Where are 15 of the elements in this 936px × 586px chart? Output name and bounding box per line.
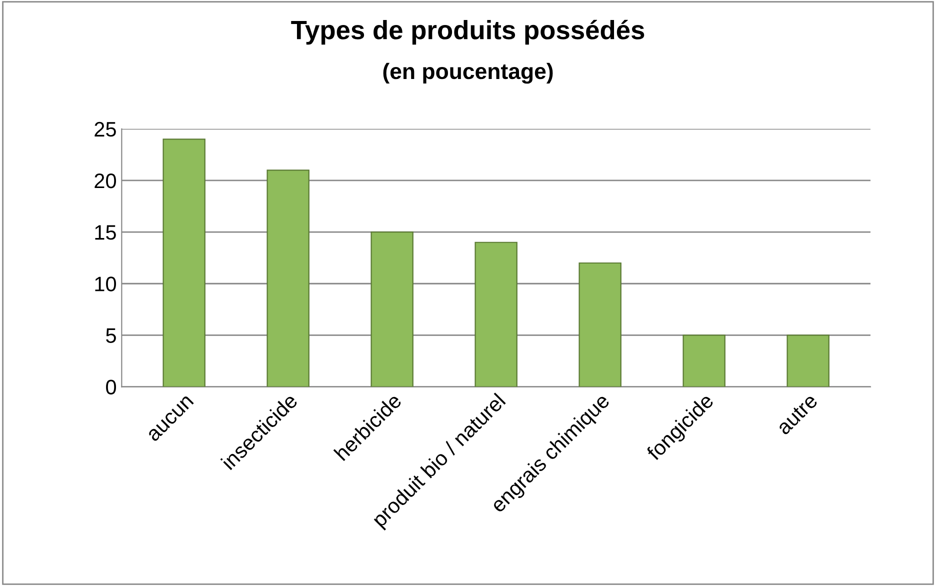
chart-subtitle: (en poucentage)	[383, 62, 553, 84]
bar	[266, 170, 310, 387]
y-tick-label: 20	[94, 173, 116, 188]
bar	[578, 262, 622, 387]
y-tick-label: 25	[94, 122, 116, 137]
y-tick-label: 0	[106, 380, 116, 395]
chart-title: Types de produits possédés	[291, 20, 644, 45]
y-tick-label: 10	[95, 276, 116, 292]
y-tick-label: 15	[95, 225, 116, 240]
y-tick-label: 5	[106, 328, 116, 343]
bar	[370, 232, 414, 387]
bar	[786, 334, 830, 387]
bar	[682, 334, 726, 387]
bar	[162, 138, 206, 387]
bar	[474, 242, 518, 387]
